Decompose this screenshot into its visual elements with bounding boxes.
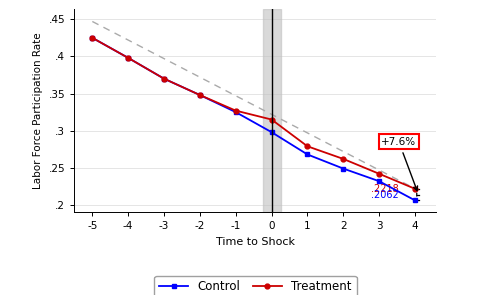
Control [376, 179, 382, 183]
Control [161, 77, 167, 81]
Control [125, 56, 131, 60]
Text: .2062: .2062 [371, 190, 399, 200]
Treatment [125, 56, 131, 60]
Treatment [340, 157, 346, 161]
Treatment [233, 109, 239, 112]
Control [305, 153, 310, 156]
Bar [262, 9, 281, 212]
Treatment [305, 145, 310, 148]
Y-axis label: Labor Force Participation Rate: Labor Force Participation Rate [33, 32, 43, 189]
Control [89, 36, 95, 40]
Line: Control: Control [90, 35, 418, 203]
Control [340, 167, 346, 170]
Treatment [89, 36, 95, 40]
Control [412, 199, 418, 202]
Treatment [269, 118, 275, 121]
Text: +7.6%: +7.6% [381, 137, 418, 191]
Control [233, 110, 239, 114]
X-axis label: Time to Shock: Time to Shock [216, 237, 295, 247]
Control [269, 130, 275, 134]
Line: Treatment: Treatment [90, 35, 418, 191]
Legend: Control, Treatment: Control, Treatment [154, 276, 357, 295]
Treatment [161, 77, 167, 81]
Treatment [376, 172, 382, 176]
Text: .2218: .2218 [371, 184, 399, 194]
Treatment [412, 187, 418, 191]
Treatment [197, 93, 203, 97]
Control [197, 93, 203, 97]
